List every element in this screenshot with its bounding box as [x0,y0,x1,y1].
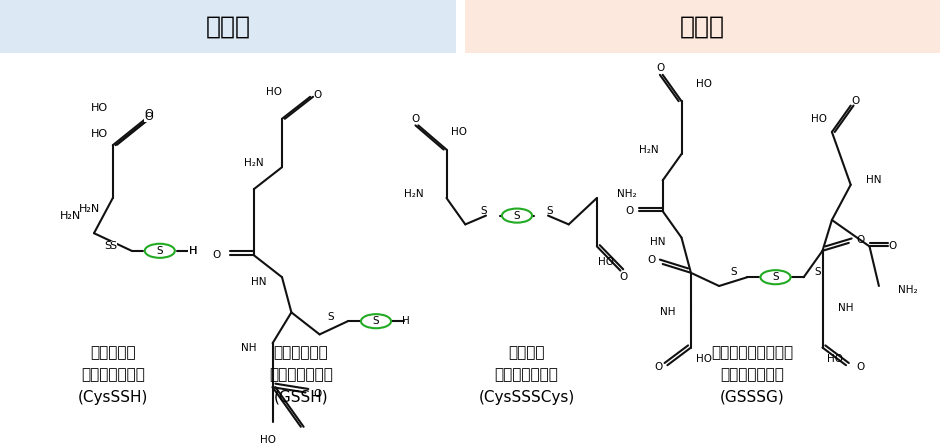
Circle shape [760,270,791,284]
Text: S: S [480,206,488,216]
Text: NH: NH [838,303,854,313]
Text: S: S [156,246,164,256]
Text: H: H [189,246,196,256]
Text: システイン
パースルフィド
(CysSSH): システイン パースルフィド (CysSSH) [78,345,148,405]
Text: H₂N: H₂N [60,210,81,221]
Text: NH: NH [242,343,257,352]
Text: O: O [412,114,419,124]
Text: グルタチオン
パースルフィド
(GSSH): グルタチオン パースルフィド (GSSH) [269,345,333,405]
Text: H: H [189,246,196,256]
Text: HO: HO [451,127,467,137]
Text: NH: NH [660,307,675,317]
Text: 酸化型グルタチオン
トリスルフィド
(GSSSG): 酸化型グルタチオン トリスルフィド (GSSSG) [711,345,793,405]
Text: NH₂: NH₂ [618,189,636,198]
Text: HO: HO [91,103,108,113]
Text: HN: HN [867,175,882,186]
Text: O: O [314,389,321,399]
Text: S: S [814,267,822,277]
Text: O: O [654,362,662,372]
Text: S: S [729,267,737,277]
Text: HO: HO [696,354,712,364]
Circle shape [502,209,532,222]
Text: HO: HO [91,129,108,139]
Text: H: H [402,316,410,326]
Text: O: O [144,109,153,119]
Text: O: O [648,255,655,266]
Circle shape [145,244,175,258]
Text: O: O [657,63,665,73]
Text: HO: HO [696,79,712,89]
Text: HO: HO [598,257,614,267]
Text: S: S [546,206,554,216]
Text: O: O [314,89,321,100]
Text: O: O [626,206,634,216]
Text: 還元型: 還元型 [206,14,250,38]
Text: O: O [856,362,864,372]
Text: O: O [619,272,627,282]
Text: HO: HO [259,435,276,445]
Text: HO: HO [827,354,843,364]
Text: NH₂: NH₂ [898,285,917,295]
Text: HO: HO [266,87,282,97]
FancyBboxPatch shape [0,0,456,53]
Text: システン
トリスルフィド
(CysSSSCys): システン トリスルフィド (CysSSSCys) [478,345,574,405]
Text: H₂N: H₂N [244,158,263,168]
Text: HN: HN [650,237,666,247]
Text: S: S [372,316,380,326]
Text: O: O [852,96,859,106]
Text: O: O [888,241,897,251]
Text: S: S [109,241,117,251]
Text: H₂N: H₂N [639,145,658,154]
Text: S: S [513,210,521,221]
Text: O: O [856,235,864,245]
Circle shape [361,314,391,328]
FancyBboxPatch shape [465,0,940,53]
Text: S: S [772,272,779,282]
Text: 酸化型: 酸化型 [681,14,725,38]
Text: S: S [104,241,112,251]
Text: H₂N: H₂N [79,204,100,214]
Text: O: O [212,250,220,260]
Text: HO: HO [811,114,827,124]
Text: O: O [144,112,153,121]
Text: H₂N: H₂N [404,189,423,198]
Text: S: S [327,312,335,322]
Text: HN: HN [251,277,266,287]
